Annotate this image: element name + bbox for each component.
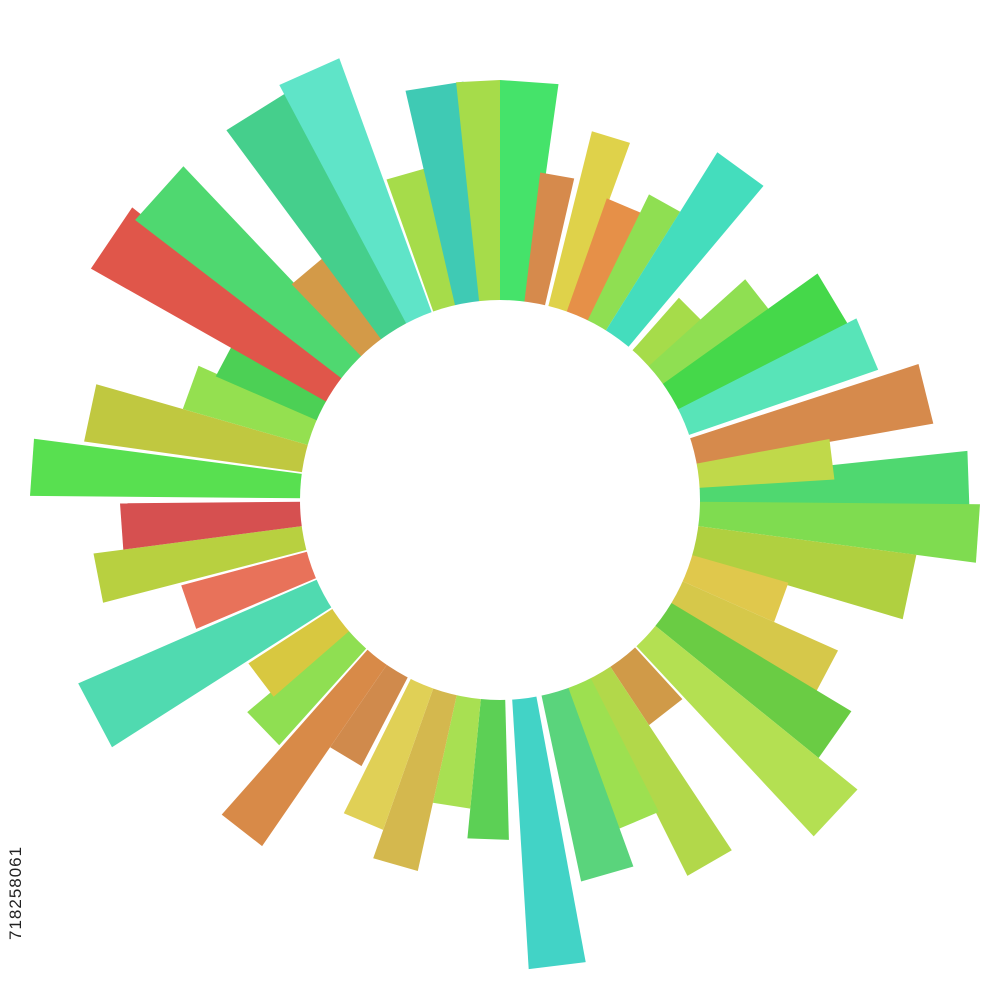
burst-bar xyxy=(78,577,336,748)
burst-bar xyxy=(693,501,980,563)
burst-bar xyxy=(373,683,458,871)
burst-bar xyxy=(587,662,732,876)
burst-bar xyxy=(291,257,386,360)
watermark-id-text: 718258061 xyxy=(6,845,25,940)
burst-bar xyxy=(120,501,307,550)
burst-bar xyxy=(633,622,858,837)
burst-bar xyxy=(500,80,559,307)
burst-bar xyxy=(629,297,703,371)
burst-bar xyxy=(607,643,683,726)
burst-bar xyxy=(685,364,934,467)
burst-bar xyxy=(93,525,312,603)
bars-group xyxy=(30,58,980,970)
burst-bar xyxy=(30,438,307,499)
burst-bar xyxy=(563,673,659,831)
burst-bar xyxy=(467,694,509,840)
burst-bar xyxy=(181,550,321,629)
burst-bar xyxy=(651,600,852,758)
burst-bar xyxy=(691,439,835,489)
burst-bar xyxy=(523,172,575,310)
burst-bar xyxy=(673,318,879,437)
burst-bar xyxy=(343,674,435,830)
burst-bar xyxy=(565,198,643,326)
burst-bar xyxy=(456,80,500,307)
burst-bar xyxy=(247,625,370,746)
burst-bar xyxy=(432,690,482,809)
burst-bar xyxy=(511,691,586,970)
burst-bar xyxy=(182,365,322,447)
burst-bar xyxy=(386,168,458,317)
burst-bar xyxy=(603,152,764,351)
burst-bar xyxy=(84,384,313,473)
burst-bar xyxy=(687,525,917,620)
burst-bar xyxy=(90,207,348,404)
burst-bar xyxy=(221,646,390,847)
burst-bar xyxy=(678,553,789,622)
burst-bar xyxy=(585,194,681,335)
burst-bar xyxy=(665,579,838,697)
burst-bar xyxy=(330,660,410,767)
burst-bar xyxy=(693,450,970,517)
burst-bar xyxy=(540,683,634,882)
burst-bar xyxy=(226,92,410,344)
burst-bar xyxy=(248,606,353,697)
burst-bar xyxy=(644,279,774,391)
center-hole xyxy=(300,300,700,700)
burst-bar xyxy=(547,131,630,317)
burst-bar xyxy=(279,58,434,328)
burst-bar xyxy=(135,166,366,382)
burst-bar xyxy=(658,273,849,413)
